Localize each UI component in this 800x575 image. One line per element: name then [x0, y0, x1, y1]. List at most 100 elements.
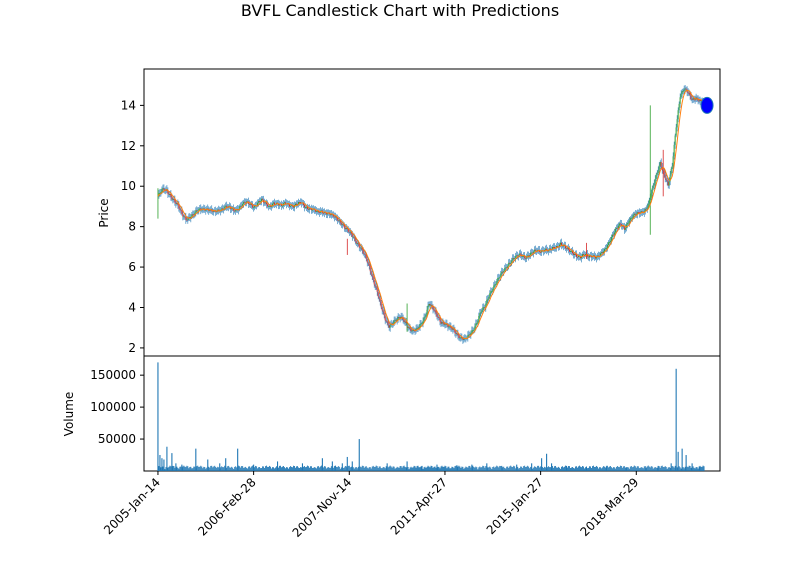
candle-body [162, 188, 164, 190]
candle-body [184, 216, 186, 218]
candle-body [365, 254, 367, 259]
candle-body [402, 316, 404, 320]
candle-body [433, 309, 435, 311]
candle-body [372, 275, 374, 280]
candle-body [230, 207, 232, 210]
candle-body [395, 319, 397, 321]
volume-plot-area: 50000 100000 150000 [90, 362, 705, 471]
candle-body [422, 320, 424, 324]
candle-body [179, 208, 181, 210]
candle-body [410, 328, 412, 332]
candle-body [335, 216, 337, 218]
candle-body [510, 263, 512, 264]
candle-body [506, 267, 508, 269]
candle-body [608, 242, 610, 243]
candle-body [349, 231, 351, 233]
candle-body [303, 205, 305, 208]
candle-body [540, 252, 542, 253]
candle-body [690, 95, 692, 100]
candle-body [221, 208, 223, 210]
candle-body [375, 286, 377, 288]
candle-body [609, 240, 611, 243]
candle-body [612, 234, 614, 236]
candle-body [306, 206, 308, 209]
candle-body [373, 279, 375, 285]
moving-average-line [157, 89, 705, 340]
candle-body [559, 244, 561, 247]
candle-body [503, 270, 505, 273]
candle-body [527, 255, 529, 257]
candle-body [195, 210, 197, 213]
candle-body [315, 211, 317, 212]
candle-body [569, 249, 571, 252]
candle-body [212, 211, 214, 213]
candle-body [232, 208, 234, 210]
candle-body [364, 253, 366, 255]
candle-body [624, 228, 626, 230]
candle-body [345, 228, 347, 230]
candle-body [576, 256, 578, 258]
candle-body [599, 253, 601, 256]
candle-body [673, 144, 675, 157]
candle-body [528, 255, 530, 257]
candle-body [574, 253, 576, 255]
candle-body [384, 315, 386, 321]
candle-body [178, 204, 180, 209]
price-y-tick-label: 12 [121, 139, 136, 153]
candle-body [641, 211, 643, 213]
candle-body [663, 170, 665, 175]
candle-body [631, 217, 633, 219]
candle-body [267, 204, 269, 207]
candle-body [460, 337, 462, 338]
candle-body [675, 127, 677, 136]
candle-body [305, 206, 307, 208]
candle-body [213, 210, 215, 212]
candle-body [688, 92, 690, 94]
candle-body [292, 206, 294, 208]
candle-body [294, 203, 296, 206]
candle-body [225, 205, 227, 207]
candle-body [336, 217, 338, 221]
candle-body [671, 166, 673, 170]
candle-body [337, 220, 339, 222]
candle-body [438, 317, 440, 319]
candle-body [369, 266, 371, 272]
candle-body [190, 216, 192, 219]
candle-body [580, 256, 582, 259]
candle-body [652, 185, 654, 189]
candle-body [693, 98, 695, 100]
candle-body [516, 255, 518, 257]
candle-body [560, 242, 562, 245]
x-tick-label: 2015-Jan-27 [484, 475, 546, 537]
candle-body [594, 256, 596, 259]
candle-body [600, 252, 602, 254]
candle-body [419, 324, 421, 328]
candle-body [567, 247, 569, 249]
candle-body [424, 316, 426, 318]
candle-body [347, 229, 349, 232]
candle-body [607, 242, 609, 246]
candle-body [449, 326, 451, 327]
volume-y-tick-label: 100000 [90, 400, 136, 414]
candle-body [459, 337, 461, 339]
candle-body [401, 316, 403, 318]
prediction-marker [700, 96, 714, 114]
candle-body [455, 332, 457, 335]
candle-body [443, 322, 445, 325]
candle-body [660, 161, 662, 167]
candle-body [575, 253, 577, 255]
candle-body [617, 225, 619, 229]
candle-body [246, 201, 248, 203]
candle-body [453, 328, 455, 330]
candle-body [330, 213, 332, 216]
candle-body [176, 203, 178, 205]
candle-body [498, 277, 500, 279]
candle-body [289, 205, 291, 207]
candle-body [302, 202, 304, 206]
candle-body [398, 317, 400, 318]
candle-body [413, 330, 415, 331]
candle-body [448, 326, 450, 328]
candle-body [239, 206, 241, 210]
candle-body [495, 284, 497, 285]
candle-body [571, 250, 573, 252]
